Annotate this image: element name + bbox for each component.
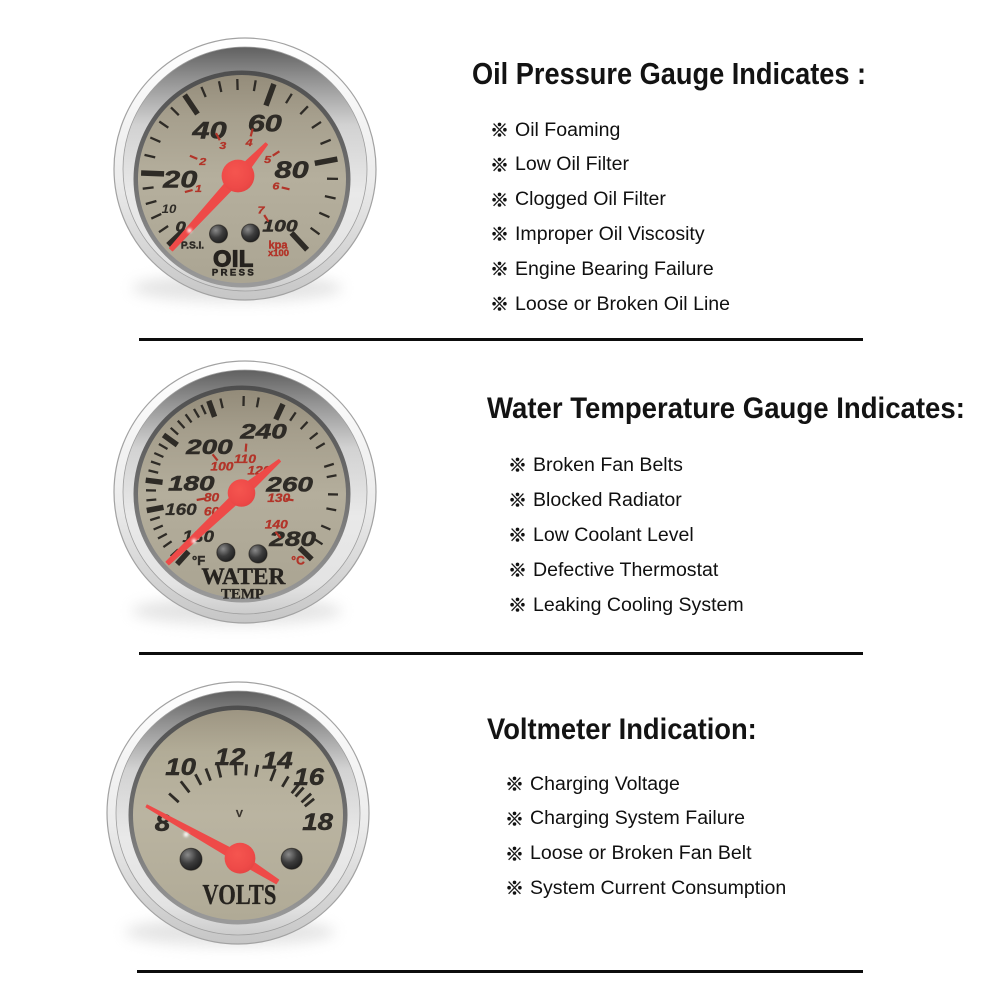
svg-text:130: 130: [267, 491, 291, 505]
svg-text:20: 20: [162, 166, 198, 193]
svg-text:kpa: kpa: [269, 240, 289, 252]
svg-text:4: 4: [245, 138, 254, 149]
svg-text:80: 80: [275, 156, 310, 183]
svg-text:260: 260: [265, 472, 313, 496]
svg-text:2: 2: [198, 157, 207, 168]
svg-text:°F: °F: [192, 553, 205, 568]
svg-text:WATER: WATER: [201, 564, 285, 589]
svg-text:240: 240: [239, 420, 287, 444]
svg-text:18: 18: [302, 810, 333, 836]
svg-text:5: 5: [264, 155, 272, 166]
svg-text:V: V: [236, 808, 243, 820]
svg-text:280: 280: [268, 527, 316, 551]
svg-text:100: 100: [262, 218, 298, 236]
svg-text:12: 12: [215, 745, 246, 771]
svg-text:7: 7: [257, 206, 265, 217]
svg-text:6: 6: [272, 182, 280, 193]
svg-text:P.S.I.: P.S.I.: [181, 241, 204, 252]
svg-text:x100: x100: [268, 248, 289, 259]
svg-text:14: 14: [262, 748, 293, 774]
svg-text:40: 40: [191, 117, 227, 144]
svg-text:16: 16: [293, 764, 324, 790]
svg-text:1: 1: [195, 184, 202, 195]
svg-text:VOLTS: VOLTS: [202, 879, 276, 911]
svg-text:°C: °C: [291, 554, 305, 568]
svg-text:80: 80: [204, 491, 220, 505]
svg-text:0: 0: [176, 218, 187, 235]
svg-text:60: 60: [248, 110, 283, 137]
svg-text:110: 110: [234, 452, 257, 466]
svg-text:180: 180: [168, 471, 215, 495]
svg-text:100: 100: [210, 459, 234, 473]
svg-text:140: 140: [265, 517, 289, 531]
svg-text:PRESS: PRESS: [212, 268, 256, 279]
svg-text:10: 10: [165, 755, 196, 781]
svg-text:OIL: OIL: [213, 246, 254, 272]
svg-text:160: 160: [165, 500, 197, 519]
svg-text:TEMP: TEMP: [221, 587, 264, 603]
svg-text:10: 10: [162, 203, 177, 216]
svg-text:3: 3: [219, 141, 227, 152]
svg-text:200: 200: [185, 435, 233, 459]
